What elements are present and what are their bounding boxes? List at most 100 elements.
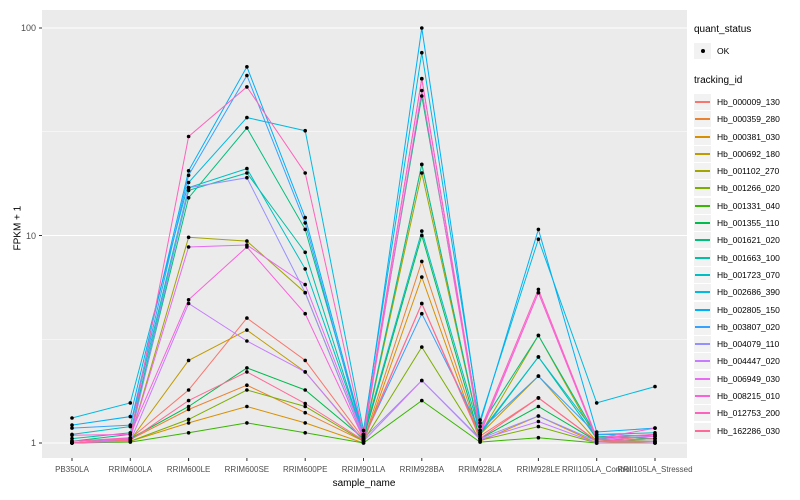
line-swatch-icon (695, 343, 710, 346)
data-point (536, 414, 541, 418)
data-point (303, 290, 308, 295)
legend-item-tracking: Hb_001266_020 (694, 180, 798, 197)
legend-key-line (694, 318, 711, 335)
legend-key-line (694, 370, 711, 387)
data-point (303, 358, 308, 363)
data-point (70, 441, 74, 445)
data-point (536, 287, 541, 292)
line-swatch-icon (695, 412, 710, 415)
legend-key-line (694, 180, 711, 197)
data-point (186, 417, 191, 422)
line-swatch-icon (695, 291, 710, 294)
legend-item-label: Hb_001266_020 (717, 183, 780, 194)
legend-key-line (694, 422, 711, 439)
legend-key-line (694, 111, 711, 128)
legend-item-tracking: Hb_008215_010 (694, 387, 798, 404)
legend-item-label: Hb_000381_030 (717, 131, 780, 142)
data-point (245, 239, 249, 243)
data-point (186, 398, 191, 403)
data-point (303, 282, 308, 287)
data-point (420, 76, 424, 81)
data-point (420, 94, 424, 98)
data-point (420, 311, 424, 316)
data-point (420, 275, 424, 279)
legend-key-line (694, 249, 711, 266)
legend-item-label: Hb_001355_110 (717, 218, 780, 229)
legend-item-label: Hb_004079_110 (717, 339, 780, 350)
legend-item-tracking: Hb_001331_040 (694, 197, 798, 214)
data-point (594, 435, 599, 440)
line-swatch-icon (695, 256, 710, 259)
data-point (186, 173, 191, 178)
x-tick-label: PB350LA (55, 465, 89, 474)
legend-item-label: Hb_001331_040 (717, 200, 780, 211)
data-point (653, 384, 657, 389)
x-tick-label: RRIM600SE (224, 465, 270, 474)
x-tick-label: RRIM600PE (282, 465, 328, 474)
data-point (303, 410, 308, 415)
legend-item-label: Hb_008215_010 (717, 390, 780, 401)
data-point (245, 65, 249, 69)
data-point (420, 233, 424, 238)
data-point (186, 235, 191, 240)
data-point (536, 424, 541, 429)
legend-item-label: Hb_162286_030 (717, 425, 780, 436)
line-swatch-icon (695, 377, 710, 380)
data-point (245, 171, 249, 175)
y-tick-label: 10 (25, 230, 36, 241)
data-point (70, 436, 74, 441)
legend-item-tracking: Hb_000359_280 (694, 111, 798, 128)
data-point (653, 441, 657, 445)
data-point (303, 215, 308, 220)
data-point (478, 440, 482, 444)
line-swatch-icon (695, 360, 710, 363)
data-point (245, 383, 249, 388)
data-point (128, 401, 133, 405)
data-point (128, 432, 133, 437)
x-tick-label: RRIM600LA (108, 465, 153, 474)
data-point (245, 404, 249, 409)
data-point (536, 290, 541, 295)
data-point (245, 421, 249, 425)
data-point (245, 175, 249, 180)
legend-item-label: Hb_006949_030 (717, 373, 780, 384)
legend-key-point (694, 42, 711, 59)
legend-item-label: Hb_003807_020 (717, 321, 780, 332)
legend-key-line (694, 145, 711, 162)
x-axis-title: sample_name (332, 478, 396, 489)
legend-item-tracking: Hb_004447_020 (694, 353, 798, 370)
data-point (186, 245, 191, 249)
data-point (420, 171, 424, 175)
data-point (303, 388, 308, 392)
data-point (186, 431, 191, 435)
x-tick-label: RRIM901LA (341, 465, 386, 474)
y-tick-label: 100 (20, 23, 36, 33)
data-point (303, 370, 308, 374)
data-point (303, 221, 308, 225)
data-point (186, 180, 191, 185)
data-point (303, 250, 308, 255)
point-icon (700, 48, 705, 53)
legend-key-line (694, 301, 711, 318)
data-point (128, 423, 133, 427)
data-point (128, 414, 133, 419)
data-point (186, 421, 191, 425)
legend-key-line (694, 163, 711, 180)
legend-tracking-items: Hb_000009_130 Hb_000359_280 Hb_000381_030 H… (694, 93, 798, 439)
data-point (245, 126, 249, 130)
line-swatch-icon (695, 204, 710, 207)
data-point (536, 435, 541, 440)
x-tick-label: RRII105LA_Stressed (617, 465, 693, 474)
y-tick-label: 1 (30, 438, 36, 448)
legend-item-label: Hb_000359_280 (717, 114, 780, 125)
data-point (245, 73, 249, 78)
data-point (186, 185, 191, 190)
data-point (361, 428, 366, 433)
data-point (186, 169, 191, 173)
legend-item-tracking: Hb_000381_030 (694, 128, 798, 145)
data-point (594, 401, 599, 405)
legend-item-tracking: Hb_000009_130 (694, 93, 798, 110)
legend-item-label: OK (717, 45, 730, 56)
legend-key-line (694, 405, 711, 422)
legend-item-label: Hb_001102_270 (717, 166, 780, 177)
